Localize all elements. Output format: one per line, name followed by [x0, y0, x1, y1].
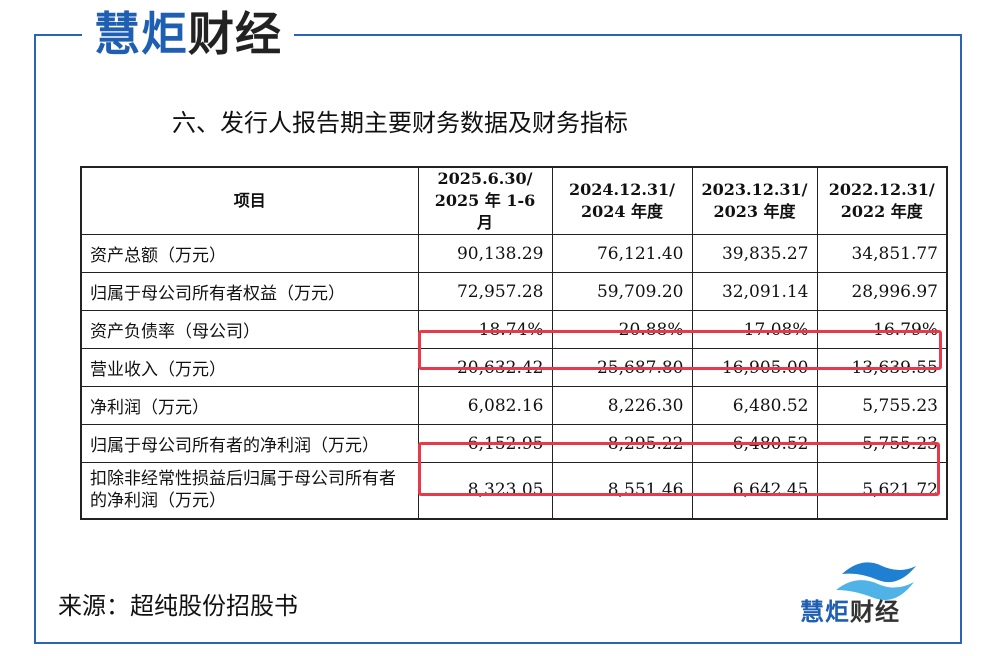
source-caption: 来源：超纯股份招股书 — [58, 592, 298, 620]
table-cell: 72,957.28 — [417, 272, 553, 311]
header-col-2-line1: 2024.12.31/ — [568, 180, 676, 199]
content-frame — [34, 34, 962, 644]
highlight-adjusted-profit-row — [418, 442, 940, 496]
table-cell: 28,996.97 — [816, 272, 948, 311]
brand-logo-text: 慧炬财经 — [800, 592, 900, 627]
table-cell: 39,835.27 — [691, 234, 818, 273]
row-label: 扣除非经常性损益后归属于母公司所有者的净利润（万元） — [80, 462, 419, 519]
table-cell: 5,755.23 — [816, 386, 948, 425]
row-label: 资产负债率（母公司） — [80, 310, 419, 349]
header-col-1: 2025.6.30/2025 年 1-6 月 — [417, 166, 553, 235]
header-col-4: 2022.12.31/2022 年度 — [816, 166, 948, 235]
header-col-3: 2023.12.31/2023 年度 — [691, 166, 818, 235]
row-label: 归属于母公司所有者的净利润（万元） — [80, 424, 419, 463]
row-label: 营业收入（万元） — [80, 348, 419, 387]
brand-name-part1: 慧炬 — [94, 7, 188, 61]
table-cell: 32,091.14 — [691, 272, 818, 311]
document-title: 六、发行人报告期主要财务数据及财务指标 — [172, 109, 628, 137]
highlight-revenue-row — [418, 330, 942, 370]
table-cell: 90,138.29 — [417, 234, 553, 273]
header-col-4-line2: 2022 年度 — [840, 202, 923, 221]
table-cell: 6,642.45 — [691, 462, 818, 519]
row-label: 资产总额（万元） — [80, 234, 419, 273]
table-row: 资产总额（万元） 90,138.29 76,121.40 39,835.27 3… — [80, 234, 948, 273]
row-label: 净利润（万元） — [80, 386, 419, 425]
table-row: 归属于母公司所有者权益（万元） 72,957.28 59,709.20 32,0… — [80, 272, 948, 311]
table-cell: 18.74% — [417, 310, 553, 349]
table-cell: 8,226.30 — [551, 386, 693, 425]
brand-name-part2: 财经 — [188, 7, 282, 61]
header-item: 项目 — [80, 166, 419, 235]
header-col-1-line2: 2025 年 1-6 月 — [434, 191, 536, 232]
header-col-3-line1: 2023.12.31/ — [701, 180, 808, 199]
table-row: 扣除非经常性损益后归属于母公司所有者的净利润（万元） 8,323.05 8,55… — [80, 462, 948, 519]
table-cell: 34,851.77 — [816, 234, 948, 273]
financial-table: 项目 2025.6.30/2025 年 1-6 月 2024.12.31/202… — [80, 166, 948, 520]
table-cell: 6,082.16 — [417, 386, 553, 425]
wave-logo-icon — [836, 562, 916, 600]
table-cell: 59,709.20 — [551, 272, 693, 311]
header-col-4-line1: 2022.12.31/ — [828, 180, 935, 199]
brand-header: 慧炬财经 — [82, 6, 294, 62]
logo-name-part1: 慧炬 — [800, 598, 850, 626]
table-row: 净利润（万元） 6,082.16 8,226.30 6,480.52 5,755… — [80, 386, 948, 425]
header-col-2-line2: 2024 年度 — [580, 202, 664, 221]
header-col-1-line1: 2025.6.30/ — [437, 169, 533, 188]
row-label: 归属于母公司所有者权益（万元） — [80, 272, 419, 311]
table-header-row: 项目 2025.6.30/2025 年 1-6 月 2024.12.31/202… — [80, 166, 948, 235]
logo-name-part2: 财经 — [850, 598, 900, 626]
table-cell: 6,480.52 — [691, 386, 818, 425]
table-cell: 76,121.40 — [551, 234, 693, 273]
table-cell: 16.79% — [816, 310, 948, 349]
table-row: 资产负债率（母公司） 18.74% 20.88% 17.08% 16.79% — [80, 310, 948, 349]
table-cell: 20.88% — [551, 310, 693, 349]
header-col-3-line2: 2023 年度 — [713, 202, 796, 221]
header-col-2: 2024.12.31/2024 年度 — [551, 166, 693, 235]
